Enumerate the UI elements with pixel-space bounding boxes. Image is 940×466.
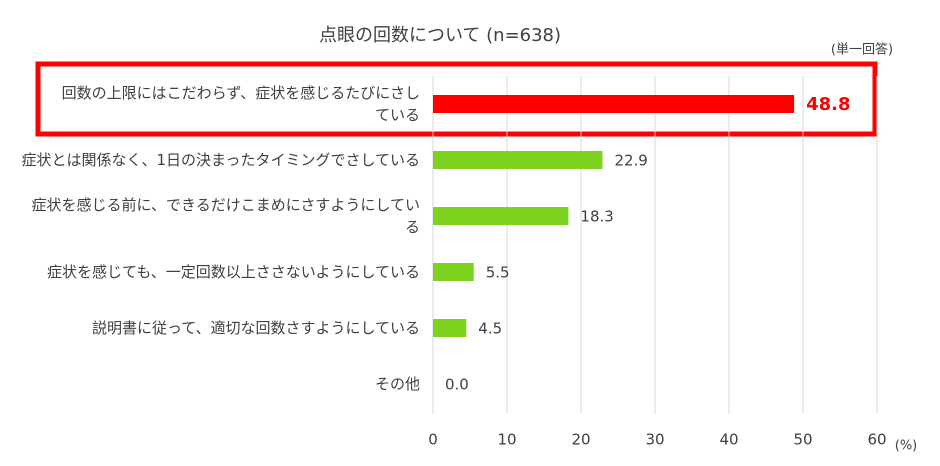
x-tick-label: 60 — [867, 431, 886, 449]
x-tick-label: 30 — [645, 431, 664, 449]
bar — [433, 319, 467, 337]
bar — [433, 263, 474, 281]
value-label: 22.9 — [614, 152, 647, 170]
value-label: 18.3 — [580, 208, 613, 226]
unit-label: (%) — [895, 439, 918, 454]
chart-title: 点眼の回数について (n=638) — [319, 25, 561, 46]
category-label: 説明書に従って、適切な回数さすようにしている — [91, 319, 420, 337]
value-label: 5.5 — [486, 264, 510, 282]
category-label: 症状を感じる前に、できるだけこまめにさすようにしている — [31, 196, 420, 236]
category-label: 回数の上限にはこだわらず、症状を感じるたびにさしている — [61, 84, 420, 124]
value-label: 4.5 — [478, 320, 502, 338]
x-tick-label: 50 — [793, 431, 812, 449]
value-label: 48.8 — [806, 94, 850, 115]
x-tick-label: 0 — [428, 431, 438, 449]
bar — [433, 95, 795, 113]
value-label: 0.0 — [445, 376, 469, 394]
bar — [433, 151, 603, 169]
category-label: 症状とは関係なく、1日の決まったタイミングでさしている — [21, 151, 421, 169]
x-tick-label: 20 — [571, 431, 590, 449]
note: (単一回答) — [831, 42, 893, 58]
category-label: その他 — [374, 375, 420, 393]
x-tick-label: 10 — [497, 431, 516, 449]
highlight-box — [35, 61, 878, 137]
category-label: 症状を感じても、一定回数以上ささないようにしている — [46, 263, 420, 281]
x-tick-label: 40 — [719, 431, 738, 449]
bar — [433, 207, 569, 225]
